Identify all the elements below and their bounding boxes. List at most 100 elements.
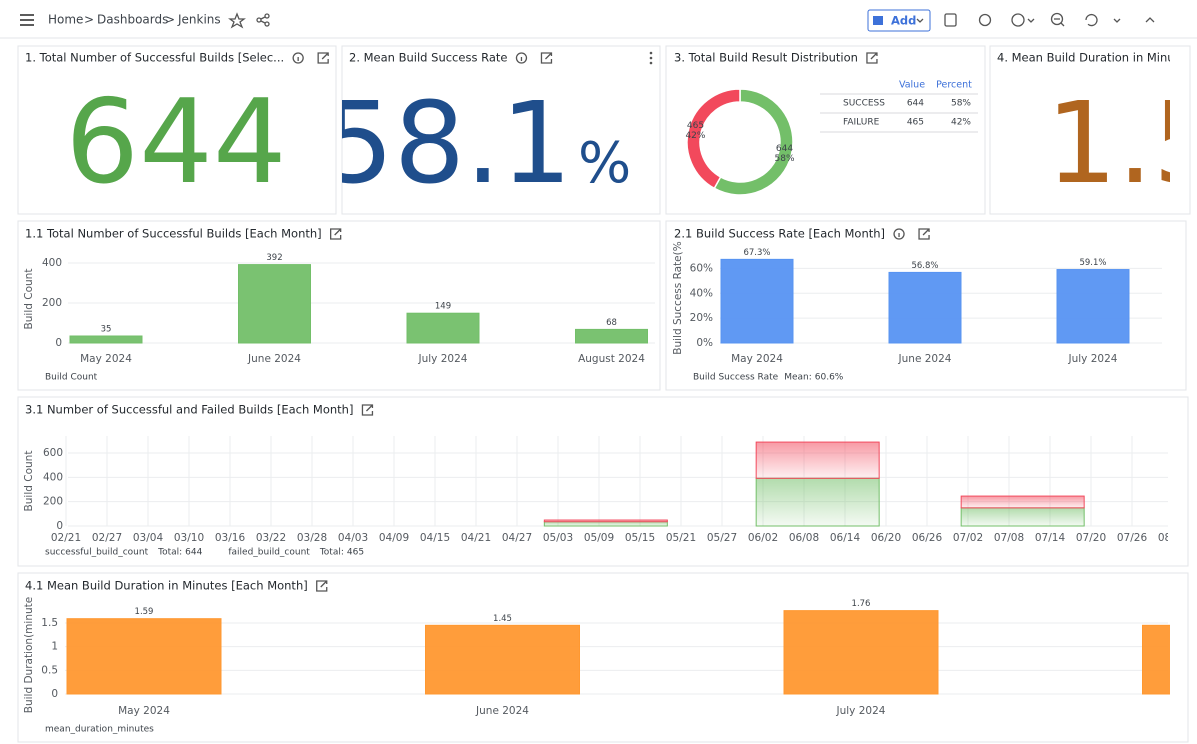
legend-stat-label: Total:	[157, 548, 182, 558]
panel-title: 4.1 Mean Build Duration in Minutes [Each…	[25, 579, 308, 593]
x-tick-label: 04/27	[502, 532, 532, 544]
stat-panel: 4. Mean Build Duration in Minutes 1.5	[997, 51, 1192, 210]
y-axis-label: Build Success Rate(%	[672, 241, 684, 354]
add-icon	[873, 16, 883, 25]
x-tick-label: 06/20	[871, 532, 901, 544]
panel-menu[interactable]	[649, 51, 653, 65]
x-tick-label: 04/21	[461, 532, 491, 544]
refresh-caret[interactable]	[1113, 18, 1121, 23]
info-icon[interactable]	[893, 228, 905, 240]
value-label: 59.1%	[1079, 258, 1106, 268]
share-button[interactable]	[256, 13, 270, 27]
collapse-button[interactable]	[1145, 17, 1155, 23]
legend-total: 644	[185, 548, 202, 558]
panel-title: 3.1 Number of Successful and Failed Buil…	[25, 403, 353, 417]
panel-title: 4. Mean Build Duration in Minutes	[997, 51, 1192, 65]
open-link-icon[interactable]	[330, 228, 342, 240]
bar-segment	[543, 521, 668, 527]
value-label: 35	[101, 325, 112, 335]
legend-name[interactable]: Build Success Rate	[693, 373, 779, 383]
open-link-icon[interactable]	[317, 52, 329, 64]
bar	[1056, 269, 1130, 344]
value-label: 67.3%	[743, 248, 770, 258]
legend-stat-label: Total:	[319, 548, 344, 558]
x-tick-label: 08/01	[1158, 532, 1188, 544]
x-tick-label: 07/02	[953, 532, 983, 544]
bar	[575, 328, 648, 344]
x-tick-label: 03/10	[174, 532, 204, 544]
stat-panel: 2. Mean Build Success Rate 58.1%	[323, 51, 653, 209]
table-header: Percent	[936, 80, 972, 91]
x-tick-label: 02/27	[92, 532, 122, 544]
y-tick-label: 200	[42, 297, 62, 309]
slice-percent: 58%	[775, 154, 795, 164]
zoom-out[interactable]	[1050, 12, 1065, 27]
y-tick-label: 60%	[690, 262, 713, 274]
y-tick-label: 1	[51, 641, 58, 653]
breadcrumb-sep: >	[84, 13, 94, 27]
chart-panel: 1.1 Total Number of Successful Builds [E…	[23, 227, 655, 383]
legend-name[interactable]: Build Count	[45, 373, 98, 383]
pie-slice	[686, 88, 741, 190]
x-tick-label: 07/26	[1117, 532, 1148, 544]
info-icon[interactable]	[292, 52, 304, 64]
x-tick-label: May 2024	[118, 705, 170, 717]
x-tick-label: 07/14	[1035, 532, 1066, 544]
bar	[720, 258, 794, 344]
legend-name[interactable]: mean_duration_minutes	[45, 725, 154, 735]
breadcrumb-home[interactable]: Home	[48, 13, 83, 27]
bar-segment	[960, 495, 1085, 509]
table-value: 465	[907, 118, 924, 128]
bar-segment	[755, 441, 880, 479]
y-axis-label: Build Count	[23, 269, 35, 330]
value-label: 1.59	[135, 607, 154, 617]
x-tick-label: 04/03	[338, 532, 368, 544]
panel	[989, 45, 1191, 215]
panel	[341, 45, 661, 215]
refresh-button[interactable]	[1085, 13, 1098, 27]
value-label: 68	[606, 318, 617, 328]
x-tick-label: 05/09	[584, 532, 614, 544]
slice-percent: 42%	[685, 131, 705, 141]
y-tick-label: 1.5	[41, 617, 58, 629]
menu-button[interactable]	[20, 14, 34, 26]
open-link-icon[interactable]	[361, 404, 374, 416]
x-tick-label: 03/04	[133, 532, 164, 544]
time-picker[interactable]	[1011, 13, 1025, 27]
legend-name[interactable]: successful_build_count	[45, 548, 149, 558]
table-name: FAILURE	[843, 118, 880, 128]
slice-value: 465	[687, 121, 704, 131]
bar	[406, 312, 480, 344]
panel-title: 2. Mean Build Success Rate	[349, 51, 507, 65]
x-tick-label: 04/15	[420, 532, 450, 544]
open-link-icon[interactable]	[540, 52, 553, 64]
x-tick-label: August 2024	[578, 353, 645, 365]
breadcrumb-dashboards[interactable]: Dashboards	[97, 13, 168, 27]
y-tick-label: 0	[56, 520, 63, 532]
panel-title: 1. Total Number of Successful Builds [Se…	[25, 51, 284, 65]
x-tick-label: 03/28	[297, 532, 327, 544]
x-tick-label: June 2024	[247, 353, 301, 365]
breadcrumb-current: Jenkins	[177, 13, 221, 27]
add-button[interactable]	[867, 9, 931, 32]
legend-name[interactable]: failed_build_count	[228, 548, 310, 558]
panel	[17, 396, 1189, 567]
open-link-icon[interactable]	[316, 580, 328, 592]
star-button[interactable]	[228, 12, 246, 29]
slice-value: 644	[776, 144, 793, 154]
settings-button[interactable]	[978, 13, 992, 27]
breadcrumb-sep: >	[165, 13, 175, 27]
y-tick-label: 20%	[690, 312, 713, 324]
open-link-icon[interactable]	[866, 52, 878, 64]
info-icon[interactable]	[515, 52, 528, 64]
save-button[interactable]	[944, 13, 957, 27]
bar	[783, 610, 939, 695]
y-tick-label: 0.5	[41, 664, 58, 676]
open-link-icon[interactable]	[918, 228, 930, 240]
stat-value: 58.1	[323, 79, 572, 209]
legend-total: 465	[347, 548, 364, 558]
panel	[17, 220, 661, 391]
panel-title: 3. Total Build Result Distribution	[674, 51, 858, 65]
y-tick-label: 400	[43, 471, 63, 483]
